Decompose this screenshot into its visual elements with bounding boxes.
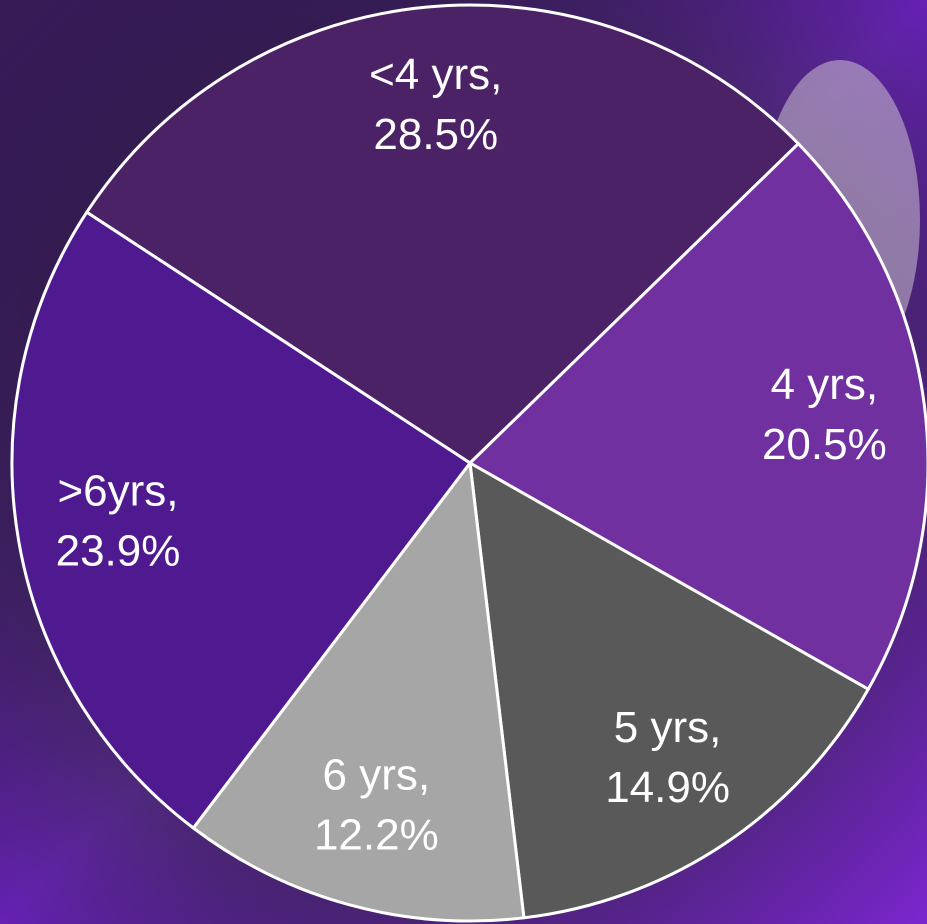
slice-label: >6yrs, bbox=[57, 467, 178, 516]
pie-slice bbox=[191, 461, 526, 923]
slice-label: 5 yrs, bbox=[614, 703, 722, 752]
pie-slice bbox=[10, 210, 472, 830]
slice-value: 14.9% bbox=[605, 763, 730, 812]
slice-value: 28.5% bbox=[373, 110, 498, 159]
slice-value: 23.9% bbox=[56, 527, 181, 576]
pie-slice bbox=[468, 142, 927, 691]
pie-slice bbox=[468, 461, 870, 920]
slice-label: 6 yrs, bbox=[323, 750, 431, 799]
slice-label: <4 yrs, bbox=[369, 50, 502, 99]
pie: <4 yrs, 28.5% 4 yrs, 20.5% 5 yrs, 14.9% 6 yrs,… bbox=[10, 3, 927, 923]
slice-value: 20.5% bbox=[762, 420, 887, 469]
slice-label: 4 yrs, bbox=[771, 360, 879, 409]
slice-value: 12.2% bbox=[314, 810, 439, 859]
pie-slice bbox=[85, 3, 800, 465]
